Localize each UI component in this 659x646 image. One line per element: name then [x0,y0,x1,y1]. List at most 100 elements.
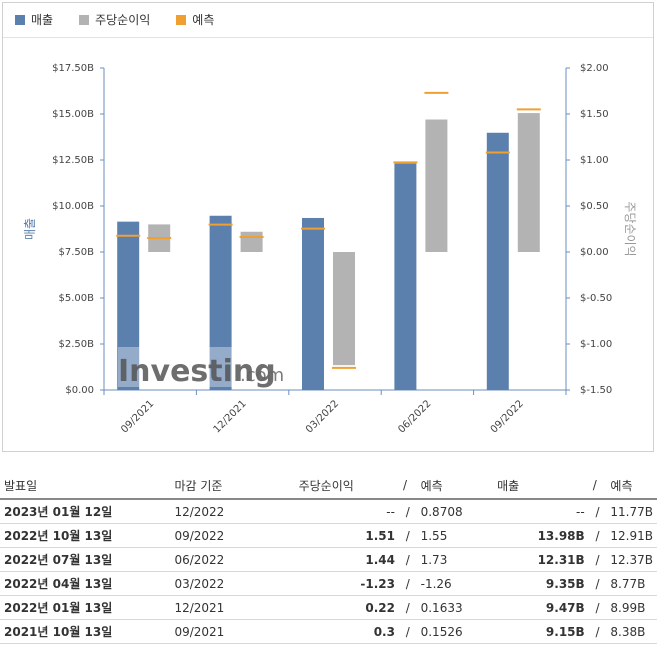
header-revenue[interactable]: 매출 [493,472,589,500]
row-eps-forecast: 1.73 [416,547,494,572]
right-axis-title: 주당순이익 [623,201,637,256]
table-row: 2022년 07월 13일 06/2022 1.44/1.73 12.31B/12.3… [0,547,657,572]
eps-bar [425,119,448,253]
row-date: 2022년 10월 13일 [0,523,171,548]
header-period[interactable]: 마감 기준 [170,472,295,500]
row-revenue: 12.31B [493,547,589,572]
row-eps-forecast: 0.8708 [416,499,494,524]
row-slash: / [398,523,417,548]
right-tick-label: $2.00 [580,63,609,74]
row-eps: 0.3 [294,619,399,644]
row-date: 2022년 07월 13일 [0,547,171,572]
row-date: 2022년 04월 13일 [0,571,171,596]
investing-logo-suffix: .com [240,365,284,386]
row-eps-forecast: 0.1526 [416,619,494,644]
row-slash: / [588,547,607,572]
x-tick-label: 09/2021 [119,398,156,435]
legend-label-forecast: 예측 [192,13,215,27]
row-eps: -- [294,499,399,524]
right-tick-label: $0.00 [580,247,609,258]
x-tick-label: 06/2022 [396,398,433,435]
row-date: 2022년 01월 13일 [0,595,171,620]
header-date[interactable]: 발표일 [0,472,171,500]
left-axis-title: 매출 [23,218,37,240]
left-tick-label: $7.50B [59,247,95,258]
row-revenue: -- [493,499,589,524]
right-tick-label: $-1.50 [580,385,612,396]
revenue-bar [209,215,232,390]
left-tick-label: $17.50B [52,63,94,74]
row-eps: 1.44 [294,547,399,572]
header-eps-forecast[interactable]: 예측 [416,472,494,500]
row-eps: 0.22 [294,595,399,620]
row-period: 03/2022 [170,571,295,596]
row-revenue-forecast: 8.77B [606,571,657,596]
row-revenue-forecast: 11.77B [606,499,657,524]
row-revenue: 13.98B [493,523,589,548]
row-date: 2023년 01월 12일 [0,499,171,524]
row-eps: -1.23 [294,571,399,596]
legend-swatch-revenue [15,14,25,25]
legend-item-forecast[interactable]: 예측 [176,11,214,28]
row-slash: / [398,499,417,524]
right-tick-label: $-1.00 [580,339,612,350]
right-tick-label: $1.50 [580,109,609,120]
row-revenue-forecast: 8.38B [606,619,657,644]
row-slash: / [588,619,607,644]
row-revenue-forecast: 12.91B [606,523,657,548]
legend-divider [3,37,653,38]
row-period: 06/2022 [170,547,295,572]
left-tick-label: $12.50B [52,155,94,166]
x-tick-label: 03/2022 [304,398,341,435]
left-tick-label: $2.50B [59,339,95,350]
row-slash: / [588,499,607,524]
row-date: 2021년 10월 13일 [0,619,171,644]
chart-panel: 매출 주당순이익 예측 [2,2,654,452]
table-row: 2021년 10월 13일 09/2021 0.3/0.1526 9.15B/8.38… [0,619,657,644]
left-tick-label: $10.00B [52,201,94,212]
investing-logo: Investing [118,354,276,389]
right-tick-label: $-0.50 [580,293,612,304]
header-slash-revenue: / [588,472,607,500]
x-tick-label: 12/2021 [212,398,249,435]
row-revenue: 9.47B [493,595,589,620]
row-eps-forecast: 1.55 [416,523,494,548]
header-slash-eps: / [398,472,417,500]
eps-bar [333,252,355,366]
legend-item-eps[interactable]: 주당순이익 [79,11,150,28]
row-revenue-forecast: 8.99B [606,595,657,620]
legend-swatch-forecast [176,14,187,25]
table-row: 2022년 04월 13일 03/2022 -1.23/-1.26 9.35B/8.7… [0,571,657,596]
legend-swatch-eps [79,14,90,25]
row-slash: / [588,571,607,596]
row-eps-forecast: 0.1633 [416,595,494,620]
right-tick-label: $1.00 [580,155,609,166]
row-slash: / [398,571,417,596]
legend-item-revenue[interactable]: 매출 [15,11,53,28]
header-eps[interactable]: 주당순이익 [294,472,399,500]
row-eps: 1.51 [294,523,399,548]
row-revenue-forecast: 12.37B [606,547,657,572]
row-slash: / [398,547,417,572]
revenue-bar [394,163,417,390]
watermark-backdrop [118,347,238,387]
revenue-bar [302,217,324,390]
header-revenue-forecast[interactable]: 예측 [606,472,657,500]
x-tick-label: 09/2022 [489,398,526,435]
right-tick-label: $0.50 [580,201,609,212]
row-slash: / [398,619,417,644]
row-revenue: 9.35B [493,571,589,596]
eps-bar [240,231,263,252]
row-eps-forecast: -1.26 [416,571,494,596]
left-tick-label: $0.00 [65,385,94,396]
table-row: 2022년 10월 13일 09/2022 1.51/1.55 13.98B/12.9… [0,523,657,548]
row-slash: / [398,595,417,620]
left-tick-label: $15.00B [52,109,94,120]
row-slash: / [588,523,607,548]
revenue-bar [117,221,140,390]
legend-label-eps: 주당순이익 [95,13,151,27]
row-period: 09/2022 [170,523,295,548]
earnings-table: 발표일 마감 기준 주당순이익 / 예측 매출 / 예측 2023년 01월 1… [0,472,657,644]
eps-bar [517,113,540,252]
table-header-row: 발표일 마감 기준 주당순이익 / 예측 매출 / 예측 [0,472,657,500]
